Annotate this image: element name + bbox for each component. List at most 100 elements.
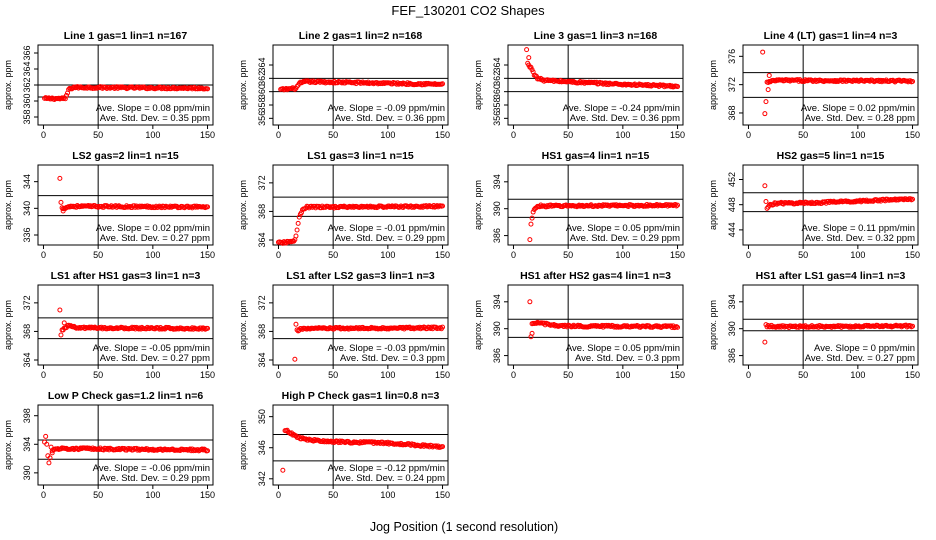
data-point <box>833 79 839 85</box>
data-point <box>58 199 64 205</box>
y-tick-label: 386 <box>727 348 737 363</box>
data-point <box>843 198 849 204</box>
data-point <box>205 204 211 210</box>
data-point <box>675 324 681 330</box>
data-point <box>46 460 52 466</box>
panel-11: HS1 after HS2 gas=4 lin=1 n=3 approx. ppm… <box>473 270 685 380</box>
x-tick-label: 0 <box>511 370 516 380</box>
data-point <box>528 64 534 70</box>
y-tick-label: 386 <box>492 348 502 363</box>
data-point <box>675 84 681 90</box>
data-point <box>440 324 446 330</box>
y-axis-label: approx. ppm <box>238 60 248 110</box>
stat-ave-std-dev: Ave. Std. Dev. = 0.32 ppm <box>805 233 915 244</box>
data-point <box>907 78 913 84</box>
x-tick-label: 100 <box>380 130 395 140</box>
stat-ave-std-dev: Ave. Std. Dev. = 0.3 ppm <box>340 353 445 364</box>
y-tick-label: 346 <box>257 440 267 455</box>
y-axis-label: approx. ppm <box>708 60 718 110</box>
y-axis-label: approx. ppm <box>708 180 718 230</box>
data-point <box>910 196 916 202</box>
y-tick-label: 336 <box>22 227 32 242</box>
y-axis-label: approx. ppm <box>238 180 248 230</box>
data-point <box>316 78 322 84</box>
x-tick-label: 100 <box>145 250 160 260</box>
x-tick-label: 50 <box>328 130 338 140</box>
data-points <box>762 322 916 345</box>
panel-title: HS1 gas=4 lin=1 n=15 <box>542 150 650 162</box>
y-tick-label: 358 <box>257 97 267 112</box>
x-tick-label: 0 <box>41 370 46 380</box>
data-point <box>155 204 161 210</box>
data-point <box>673 203 679 209</box>
y-axis-label: approx. ppm <box>473 180 483 230</box>
plot-frame <box>272 164 449 246</box>
y-tick-label: 390 <box>492 321 502 336</box>
data-point <box>622 323 628 329</box>
data-point <box>304 326 310 332</box>
data-point <box>292 356 298 362</box>
panel-title: HS1 after LS1 gas=4 lin=1 n=3 <box>756 270 906 282</box>
y-tick-label: 394 <box>492 174 502 189</box>
stat-ave-std-dev: Ave. Std. Dev. = 0.27 ppm <box>805 353 915 364</box>
y-axis-label: approx. ppm <box>238 300 248 350</box>
stat-ave-std-dev: Ave. Std. Dev. = 0.24 ppm <box>335 473 445 484</box>
data-point <box>526 55 532 61</box>
data-point <box>576 202 582 208</box>
x-tick-label: 0 <box>276 130 281 140</box>
panel-title: HS1 after HS2 gas=4 lin=1 n=3 <box>520 270 671 282</box>
stat-ave-slope: Ave. Slope = 0.11 ppm/min <box>802 223 915 234</box>
data-point <box>367 203 373 209</box>
y-tick-label: 394 <box>727 294 737 309</box>
stat-ave-std-dev: Ave. Std. Dev. = 0.29 ppm <box>100 473 210 484</box>
data-point <box>762 111 768 117</box>
panel-12: HS1 after LS1 gas=4 lin=1 n=3 approx. ppm… <box>708 270 920 380</box>
data-point <box>437 325 443 331</box>
x-tick-label: 50 <box>328 250 338 260</box>
stat-ave-slope: Ave. Slope = 0.05 ppm/min <box>566 223 680 234</box>
plot-frame <box>742 284 919 366</box>
x-tick-label: 150 <box>200 370 215 380</box>
x-tick-label: 0 <box>276 370 281 380</box>
x-tick-label: 150 <box>435 370 450 380</box>
y-tick-label: 358 <box>22 109 32 124</box>
x-tick-label: 0 <box>746 250 751 260</box>
y-tick-label: 390 <box>727 321 737 336</box>
data-point <box>61 320 67 326</box>
data-point <box>312 437 318 443</box>
data-point <box>762 339 768 345</box>
y-axis-label: approx. ppm <box>3 60 13 110</box>
data-point <box>803 199 809 205</box>
data-point <box>891 78 897 84</box>
x-tick-label: 150 <box>905 130 920 140</box>
panel-10: LS1 after LS2 gas=3 lin=1 n=3 approx. ppm… <box>238 270 450 380</box>
x-tick-label: 150 <box>670 250 685 260</box>
data-point <box>879 79 885 85</box>
data-point <box>529 215 535 221</box>
stat-ave-std-dev: Ave. Std. Dev. = 0.29 ppm <box>335 233 445 244</box>
x-tick-label: 0 <box>41 130 46 140</box>
data-point <box>57 307 63 313</box>
data-point <box>199 446 205 452</box>
data-point <box>856 198 862 204</box>
y-tick-label: 448 <box>727 197 737 212</box>
data-point <box>205 325 211 331</box>
x-tick-label: 100 <box>615 130 630 140</box>
x-tick-label: 150 <box>435 130 450 140</box>
stat-ave-slope: Ave. Slope = -0.06 ppm/min <box>93 463 210 474</box>
x-tick-label: 150 <box>200 490 215 500</box>
panel-2: Line 2 gas=1 lin=2 n=168 approx. ppm 0 50 10… <box>238 30 450 140</box>
stat-ave-slope: Ave. Slope = -0.03 ppm/min <box>328 343 445 354</box>
x-tick-label: 100 <box>850 370 865 380</box>
y-tick-label: 366 <box>22 45 32 60</box>
data-point <box>57 175 63 181</box>
stat-ave-slope: Ave. Slope = 0.02 ppm/min <box>801 103 915 114</box>
data-point <box>47 455 53 461</box>
y-tick-label: 394 <box>22 437 32 452</box>
y-tick-label: 360 <box>257 84 267 99</box>
data-points <box>292 321 446 362</box>
y-tick-label: 390 <box>492 201 502 216</box>
data-point <box>826 200 832 206</box>
panel-title: Line 2 gas=1 lin=2 n=168 <box>299 30 423 42</box>
data-point <box>763 199 769 205</box>
